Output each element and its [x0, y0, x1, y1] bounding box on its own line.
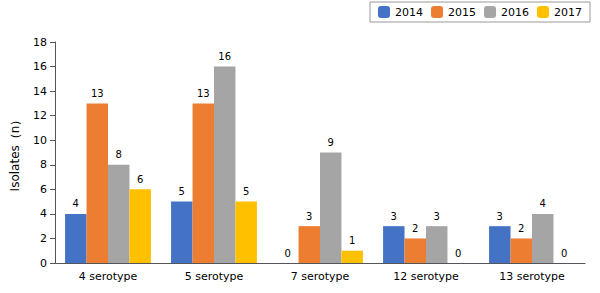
svg-text:14: 14 — [33, 85, 47, 98]
svg-text:Isolates（n）: Isolates（n） — [8, 114, 22, 192]
svg-text:12 serotype: 12 serotype — [393, 270, 459, 283]
svg-text:6: 6 — [40, 183, 47, 196]
svg-text:5 serotype: 5 serotype — [185, 270, 244, 283]
svg-text:16: 16 — [218, 51, 231, 62]
svg-text:6: 6 — [137, 174, 143, 185]
svg-text:4: 4 — [40, 207, 47, 220]
svg-text:12: 12 — [33, 109, 47, 122]
svg-text:0: 0 — [40, 257, 47, 270]
svg-text:10: 10 — [33, 134, 47, 147]
svg-text:2016: 2016 — [501, 6, 529, 19]
svg-text:9: 9 — [328, 137, 334, 148]
svg-text:8: 8 — [40, 158, 47, 171]
svg-text:5: 5 — [179, 186, 185, 197]
svg-text:4: 4 — [73, 198, 79, 209]
svg-text:0: 0 — [561, 248, 567, 259]
svg-text:3: 3 — [306, 211, 312, 222]
svg-text:16: 16 — [33, 60, 47, 73]
svg-text:3: 3 — [391, 211, 397, 222]
svg-text:5: 5 — [243, 186, 249, 197]
svg-text:13: 13 — [91, 88, 104, 99]
svg-text:13 serotype: 13 serotype — [499, 270, 565, 283]
svg-text:3: 3 — [434, 211, 440, 222]
svg-text:2015: 2015 — [448, 6, 476, 19]
svg-text:7 serotype: 7 serotype — [291, 270, 350, 283]
svg-text:1: 1 — [349, 235, 355, 246]
svg-text:3: 3 — [497, 211, 503, 222]
svg-text:2: 2 — [40, 232, 47, 245]
svg-text:0: 0 — [285, 248, 291, 259]
svg-text:2: 2 — [412, 223, 418, 234]
svg-text:0: 0 — [455, 248, 461, 259]
svg-text:4: 4 — [540, 198, 546, 209]
svg-text:4 serotype: 4 serotype — [79, 270, 138, 283]
svg-text:2017: 2017 — [554, 6, 582, 19]
svg-text:8: 8 — [116, 149, 122, 160]
svg-text:13: 13 — [197, 88, 210, 99]
svg-text:2: 2 — [518, 223, 524, 234]
svg-text:18: 18 — [33, 36, 47, 49]
svg-text:2014: 2014 — [395, 6, 423, 19]
